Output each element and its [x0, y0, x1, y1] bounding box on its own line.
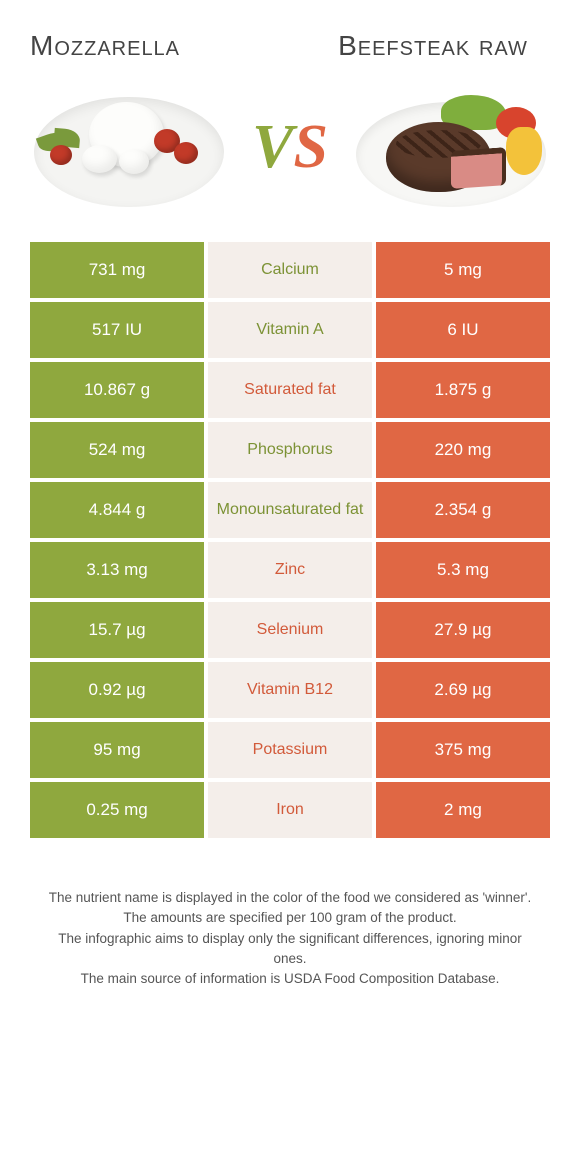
table-row: 524 mgPhosphorus220 mg: [30, 422, 550, 478]
nutrient-label: Zinc: [208, 542, 372, 598]
nutrient-label: Monounsaturated fat: [208, 482, 372, 538]
value-right: 220 mg: [376, 422, 550, 478]
title-left: Mozzarella: [30, 30, 264, 62]
value-left: 0.92 µg: [30, 662, 204, 718]
footnotes: The nutrient name is displayed in the co…: [30, 888, 550, 989]
value-right: 2.354 g: [376, 482, 550, 538]
nutrient-label: Selenium: [208, 602, 372, 658]
nutrient-label: Iron: [208, 782, 372, 838]
mozzarella-image: [34, 87, 224, 207]
value-left: 731 mg: [30, 242, 204, 298]
value-left: 4.844 g: [30, 482, 204, 538]
table-row: 0.92 µgVitamin B122.69 µg: [30, 662, 550, 718]
value-right: 5 mg: [376, 242, 550, 298]
value-left: 3.13 mg: [30, 542, 204, 598]
nutrient-label: Vitamin A: [208, 302, 372, 358]
nutrient-label: Phosphorus: [208, 422, 372, 478]
hero-row: VS: [30, 87, 550, 207]
value-right: 2.69 µg: [376, 662, 550, 718]
value-right: 6 IU: [376, 302, 550, 358]
footnote-line: The nutrient name is displayed in the co…: [44, 888, 536, 908]
nutrient-label: Vitamin B12: [208, 662, 372, 718]
table-row: 3.13 mgZinc5.3 mg: [30, 542, 550, 598]
nutrient-label: Calcium: [208, 242, 372, 298]
value-left: 15.7 µg: [30, 602, 204, 658]
table-row: 517 IUVitamin A6 IU: [30, 302, 550, 358]
value-right: 1.875 g: [376, 362, 550, 418]
value-left: 0.25 mg: [30, 782, 204, 838]
header: Mozzarella Beefsteak raw: [30, 30, 550, 62]
table-row: 95 mgPotassium375 mg: [30, 722, 550, 778]
vs-v: V: [252, 113, 293, 181]
value-right: 27.9 µg: [376, 602, 550, 658]
value-right: 2 mg: [376, 782, 550, 838]
value-right: 5.3 mg: [376, 542, 550, 598]
value-left: 517 IU: [30, 302, 204, 358]
title-right: Beefsteak raw: [316, 30, 550, 62]
footnote-line: The main source of information is USDA F…: [44, 969, 536, 989]
value-left: 95 mg: [30, 722, 204, 778]
table-row: 10.867 gSaturated fat1.875 g: [30, 362, 550, 418]
value-left: 10.867 g: [30, 362, 204, 418]
value-left: 524 mg: [30, 422, 204, 478]
nutrient-label: Saturated fat: [208, 362, 372, 418]
table-row: 731 mgCalcium5 mg: [30, 242, 550, 298]
comparison-table: 731 mgCalcium5 mg517 IUVitamin A6 IU10.8…: [30, 242, 550, 838]
footnote-line: The amounts are specified per 100 gram o…: [44, 908, 536, 928]
table-row: 15.7 µgSelenium27.9 µg: [30, 602, 550, 658]
nutrient-label: Potassium: [208, 722, 372, 778]
vs-s: S: [293, 113, 327, 181]
table-row: 0.25 mgIron2 mg: [30, 782, 550, 838]
beefsteak-image: [356, 87, 546, 207]
table-row: 4.844 gMonounsaturated fat2.354 g: [30, 482, 550, 538]
vs-label: VS: [252, 116, 328, 178]
footnote-line: The infographic aims to display only the…: [44, 929, 536, 970]
value-right: 375 mg: [376, 722, 550, 778]
